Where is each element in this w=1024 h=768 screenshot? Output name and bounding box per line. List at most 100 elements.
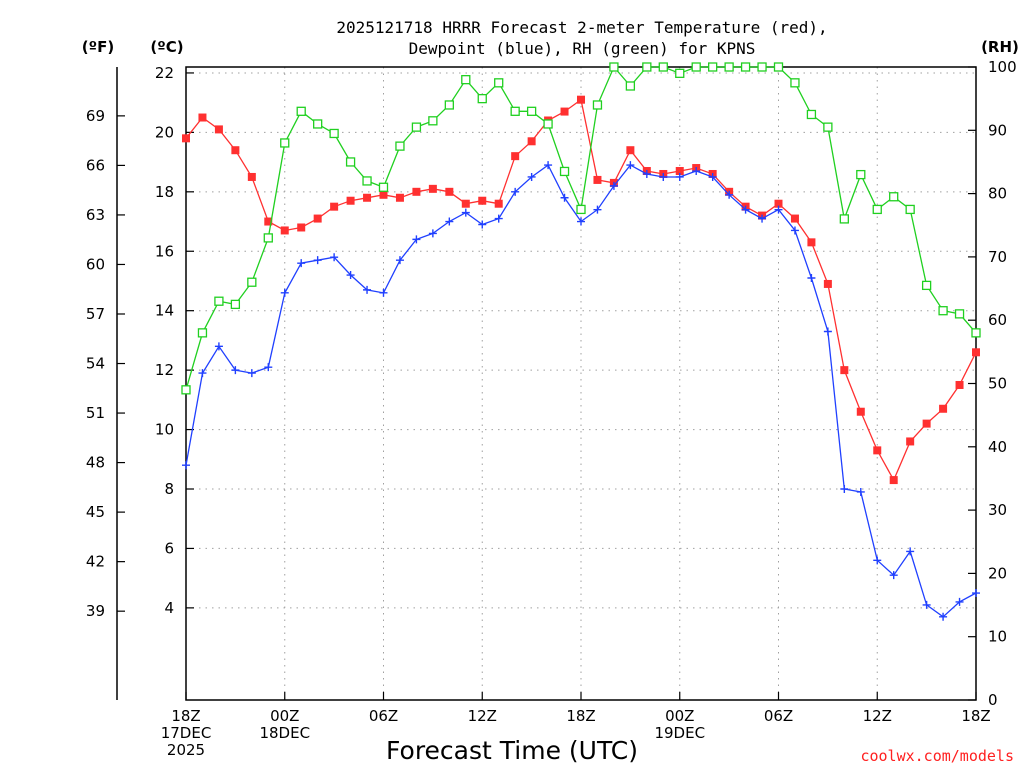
- data-point: [214, 296, 224, 306]
- x-tick-label: 17DEC: [161, 724, 212, 742]
- data-point: [428, 229, 437, 238]
- data-point: [609, 181, 618, 190]
- data-point: [971, 328, 981, 338]
- data-point: [708, 62, 718, 72]
- series-dewpoint: [182, 161, 980, 621]
- chart-title-line-2: Dewpoint (blue), RH (green) for KPNS: [409, 39, 756, 58]
- celsius-tick-label: 12: [155, 361, 174, 379]
- data-point: [182, 461, 190, 470]
- x-tick-label: 06Z: [369, 707, 398, 725]
- data-point: [264, 363, 273, 372]
- fahrenheit-tick-label: 63: [86, 206, 105, 224]
- data-point: [659, 172, 668, 181]
- data-point: [527, 137, 536, 146]
- data-point: [330, 202, 339, 211]
- data-point: [576, 204, 586, 215]
- data-point: [198, 369, 207, 378]
- x-tick-label: 2025: [167, 741, 205, 759]
- data-point: [906, 547, 915, 556]
- data-point: [395, 193, 404, 202]
- data-point: [478, 196, 487, 205]
- data-point: [938, 306, 948, 316]
- celsius-tick-label: 8: [164, 480, 174, 498]
- data-point: [543, 119, 553, 129]
- data-point: [280, 138, 290, 148]
- series-rh: [181, 62, 981, 395]
- data-point: [411, 122, 422, 132]
- data-point: [823, 327, 832, 336]
- data-point: [922, 419, 931, 428]
- data-point: [807, 274, 816, 282]
- data-point: [313, 214, 322, 223]
- data-point: [214, 125, 223, 134]
- data-point: [954, 309, 965, 319]
- data-point: [873, 556, 882, 565]
- data-point: [939, 612, 948, 621]
- data-point: [774, 205, 783, 214]
- data-point: [577, 217, 585, 226]
- data-point: [461, 199, 470, 208]
- data-point: [511, 152, 520, 161]
- data-point: [790, 214, 799, 223]
- series-line: [185, 98, 977, 482]
- data-point: [247, 369, 256, 378]
- data-point: [247, 277, 257, 287]
- data-point: [510, 106, 520, 116]
- data-point: [445, 217, 454, 226]
- x-tick-label: 12Z: [863, 707, 892, 725]
- data-point: [905, 204, 915, 215]
- data-point: [922, 600, 931, 609]
- data-point: [889, 476, 898, 485]
- data-point: [642, 169, 651, 178]
- data-point: [280, 288, 289, 297]
- data-point: [972, 589, 980, 598]
- data-point: [230, 299, 241, 310]
- data-point: [675, 167, 684, 176]
- fahrenheit-tick-label: 48: [86, 454, 105, 472]
- data-point: [280, 226, 289, 235]
- fahrenheit-tick-label: 42: [86, 553, 105, 571]
- rh-tick-label: 30: [988, 501, 1007, 519]
- data-point: [231, 146, 240, 155]
- data-point: [461, 208, 470, 217]
- data-point: [658, 62, 668, 72]
- data-point: [823, 279, 832, 288]
- data-point: [428, 184, 437, 193]
- data-point: [577, 95, 585, 104]
- rh-tick-label: 60: [988, 311, 1007, 329]
- rh-tick-label: 0: [988, 691, 998, 709]
- data-point: [428, 116, 438, 126]
- x-tick-label: 18DEC: [259, 724, 310, 742]
- data-point: [363, 285, 372, 294]
- data-point: [840, 366, 849, 375]
- data-point: [494, 199, 503, 208]
- data-point: [182, 134, 190, 143]
- data-point: [445, 187, 454, 196]
- data-point: [329, 128, 339, 139]
- x-tick-label: 06Z: [764, 707, 793, 725]
- data-point: [444, 100, 454, 110]
- credit-label: coolwx.com/models: [860, 747, 1014, 765]
- data-point: [725, 190, 734, 199]
- data-point: [477, 94, 487, 104]
- data-point: [395, 141, 405, 151]
- data-point: [296, 106, 306, 116]
- data-point: [247, 172, 256, 181]
- data-point: [559, 166, 570, 177]
- axes: 4 6 8 10 12 14 16 18 20 22 39 42 45 48 51 54 57 60 63 66 69 0…: [86, 58, 1017, 759]
- celsius-tick-label: 18: [155, 183, 174, 201]
- data-point: [889, 192, 899, 202]
- data-point: [379, 288, 388, 297]
- data-point: [856, 407, 865, 416]
- data-series: [181, 62, 981, 621]
- data-point: [839, 214, 849, 224]
- x-tick-label: 00Z: [270, 707, 299, 725]
- data-point: [790, 226, 799, 235]
- data-point: [181, 385, 191, 395]
- data-point: [840, 485, 849, 493]
- data-point: [593, 205, 602, 214]
- data-point: [972, 348, 980, 357]
- data-point: [511, 187, 520, 196]
- x-axis-label: Forecast Time (UTC): [386, 736, 638, 765]
